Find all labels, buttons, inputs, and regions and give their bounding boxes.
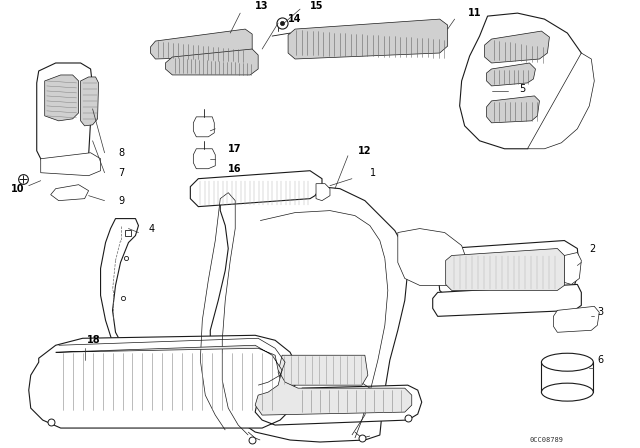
Text: 13: 13 <box>255 1 269 11</box>
Text: 4: 4 <box>148 224 155 233</box>
Polygon shape <box>316 184 330 201</box>
Polygon shape <box>36 63 93 169</box>
Polygon shape <box>564 253 581 284</box>
Polygon shape <box>554 306 599 332</box>
Polygon shape <box>211 185 408 442</box>
Text: 2: 2 <box>589 244 596 254</box>
Polygon shape <box>193 149 215 169</box>
Polygon shape <box>100 219 138 348</box>
Polygon shape <box>433 284 581 316</box>
Polygon shape <box>56 345 412 415</box>
Polygon shape <box>541 362 593 392</box>
Polygon shape <box>484 31 549 63</box>
Polygon shape <box>193 117 214 137</box>
Polygon shape <box>445 249 564 290</box>
Text: 15: 15 <box>310 1 324 11</box>
Ellipse shape <box>541 353 593 371</box>
Polygon shape <box>150 29 252 59</box>
Text: 11: 11 <box>468 8 481 18</box>
Polygon shape <box>288 19 447 59</box>
Polygon shape <box>438 241 579 298</box>
Polygon shape <box>398 228 468 285</box>
Polygon shape <box>190 171 322 207</box>
Text: 5: 5 <box>520 84 525 94</box>
Text: 1: 1 <box>370 168 376 178</box>
Ellipse shape <box>541 383 593 401</box>
Polygon shape <box>29 335 422 428</box>
Polygon shape <box>81 77 99 126</box>
Polygon shape <box>165 49 258 75</box>
Text: 0CC08789: 0CC08789 <box>529 437 563 443</box>
Polygon shape <box>41 153 100 176</box>
Polygon shape <box>51 185 88 201</box>
Text: 6: 6 <box>597 355 604 365</box>
Text: 14: 14 <box>288 14 301 24</box>
Text: 17: 17 <box>228 144 242 154</box>
Polygon shape <box>45 75 79 121</box>
Text: 18: 18 <box>86 335 100 345</box>
Polygon shape <box>486 63 536 86</box>
Text: 8: 8 <box>118 148 125 158</box>
Text: 12: 12 <box>358 146 371 156</box>
Text: 10: 10 <box>11 184 24 194</box>
Polygon shape <box>486 96 540 123</box>
Polygon shape <box>278 355 368 385</box>
Text: 7: 7 <box>118 168 125 178</box>
Text: 16: 16 <box>228 164 242 174</box>
Polygon shape <box>460 13 584 149</box>
Polygon shape <box>527 53 595 149</box>
Text: 9: 9 <box>118 196 125 206</box>
Text: 3: 3 <box>597 307 604 317</box>
